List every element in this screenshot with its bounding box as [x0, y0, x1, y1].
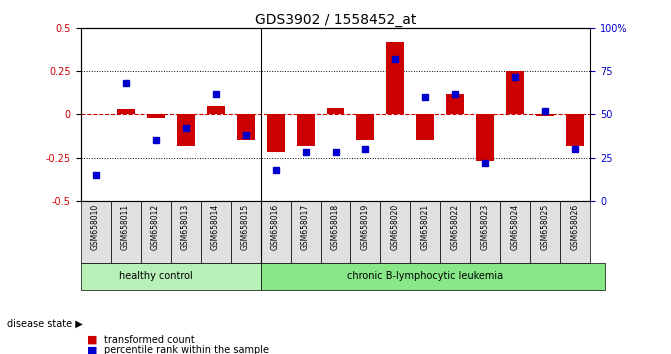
Text: chronic B-lymphocytic leukemia: chronic B-lymphocytic leukemia: [348, 272, 503, 281]
Text: GSM658015: GSM658015: [241, 204, 250, 250]
Text: GSM658018: GSM658018: [331, 204, 340, 250]
Bar: [236, 114, 254, 140]
Bar: [356, 114, 374, 140]
Text: GSM658012: GSM658012: [151, 204, 160, 250]
Bar: [266, 114, 285, 153]
Text: GSM658024: GSM658024: [511, 204, 520, 250]
Bar: [566, 114, 584, 145]
FancyBboxPatch shape: [140, 201, 170, 263]
FancyBboxPatch shape: [81, 201, 111, 263]
FancyBboxPatch shape: [411, 201, 440, 263]
FancyBboxPatch shape: [440, 201, 470, 263]
Bar: [446, 94, 464, 114]
FancyBboxPatch shape: [260, 263, 605, 290]
Text: healthy control: healthy control: [119, 272, 193, 281]
FancyBboxPatch shape: [231, 201, 260, 263]
FancyBboxPatch shape: [291, 201, 321, 263]
Bar: [537, 114, 554, 116]
FancyBboxPatch shape: [380, 201, 411, 263]
Text: ■: ■: [87, 346, 98, 354]
FancyBboxPatch shape: [321, 201, 350, 263]
FancyBboxPatch shape: [350, 201, 380, 263]
FancyBboxPatch shape: [170, 201, 201, 263]
Text: GSM658010: GSM658010: [91, 204, 100, 250]
Text: percentile rank within the sample: percentile rank within the sample: [104, 346, 269, 354]
FancyBboxPatch shape: [111, 201, 140, 263]
Text: disease state ▶: disease state ▶: [7, 319, 83, 329]
Bar: [117, 109, 134, 114]
Text: GSM658021: GSM658021: [421, 204, 430, 250]
FancyBboxPatch shape: [470, 201, 501, 263]
Text: GSM658023: GSM658023: [481, 204, 490, 250]
Bar: [507, 72, 525, 114]
Title: GDS3902 / 1558452_at: GDS3902 / 1558452_at: [255, 13, 416, 27]
Text: GSM658026: GSM658026: [571, 204, 580, 250]
FancyBboxPatch shape: [501, 201, 531, 263]
Text: GSM658016: GSM658016: [271, 204, 280, 250]
Text: GSM658019: GSM658019: [361, 204, 370, 250]
Bar: [146, 114, 164, 118]
FancyBboxPatch shape: [81, 263, 260, 290]
Text: GSM658017: GSM658017: [301, 204, 310, 250]
Text: ■: ■: [87, 335, 98, 345]
FancyBboxPatch shape: [531, 201, 560, 263]
FancyBboxPatch shape: [201, 201, 231, 263]
Bar: [386, 42, 405, 114]
Bar: [476, 114, 495, 161]
Text: GSM658025: GSM658025: [541, 204, 550, 250]
Bar: [297, 114, 315, 145]
Text: GSM658014: GSM658014: [211, 204, 220, 250]
Bar: [417, 114, 435, 140]
Text: GSM658020: GSM658020: [391, 204, 400, 250]
Text: transformed count: transformed count: [104, 335, 195, 345]
Bar: [176, 114, 195, 145]
FancyBboxPatch shape: [260, 201, 291, 263]
Text: GSM658022: GSM658022: [451, 204, 460, 250]
Bar: [207, 106, 225, 114]
Text: GSM658013: GSM658013: [181, 204, 190, 250]
Text: GSM658011: GSM658011: [121, 204, 130, 250]
FancyBboxPatch shape: [560, 201, 590, 263]
Bar: [327, 108, 344, 114]
